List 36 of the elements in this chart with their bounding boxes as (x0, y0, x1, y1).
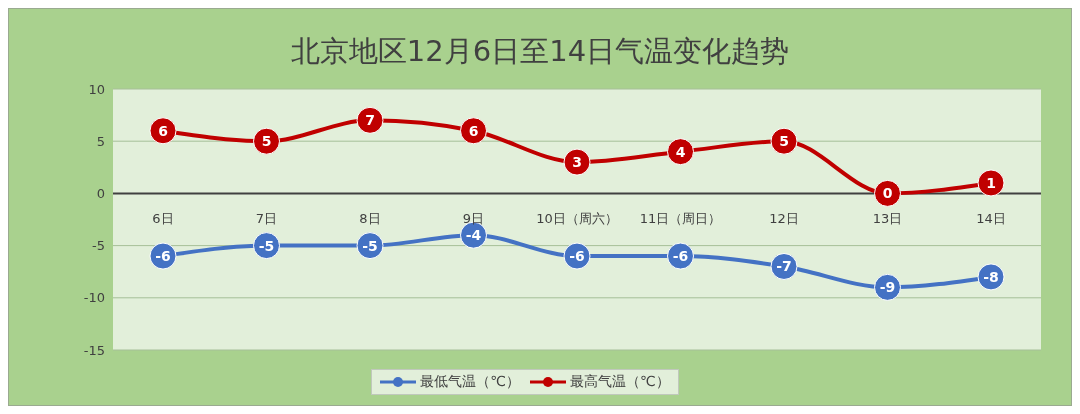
data-label: -6 (155, 248, 171, 265)
x-tick-label: 9日 (462, 211, 485, 227)
x-tick-label: 12日 (769, 211, 799, 227)
x-tick-label: 14日 (976, 211, 1006, 227)
data-label: -9 (879, 279, 896, 296)
chart-title: 北京地区12月6日至14日气温变化趋势 (289, 33, 791, 70)
data-label: -4 (465, 227, 482, 244)
y-tick-label: -15 (83, 342, 105, 358)
data-label: -5 (258, 237, 275, 254)
data-label: -7 (776, 258, 792, 275)
y-tick-label: 5 (96, 133, 105, 149)
legend-label: 最低气温（℃） (419, 373, 520, 391)
data-label: 1 (986, 174, 996, 191)
y-tick-label: 0 (96, 186, 105, 202)
x-tick-label: 13日 (872, 211, 903, 227)
data-label: 6 (158, 122, 168, 139)
data-label: -5 (362, 237, 378, 254)
legend-label: 最高气温（℃） (569, 373, 670, 391)
data-label: 0 (882, 185, 893, 202)
data-label: 7 (365, 112, 375, 129)
x-tick-label: 8日 (359, 211, 381, 227)
data-label: -6 (569, 248, 585, 265)
data-label: 5 (779, 133, 789, 150)
data-label: 5 (261, 133, 272, 150)
x-tick-label: 11日（周日） (639, 211, 722, 227)
data-label: -8 (983, 268, 999, 285)
data-label: -6 (672, 248, 689, 265)
x-tick-label: 6日 (152, 211, 174, 227)
y-tick-label: -10 (83, 290, 105, 306)
x-tick-label: 10日（周六） (536, 211, 618, 227)
data-label: 3 (572, 154, 582, 171)
data-label: 6 (468, 122, 479, 139)
y-tick-label: 10 (88, 81, 105, 97)
y-tick-label: -5 (92, 238, 105, 254)
x-tick-label: 7日 (255, 211, 278, 227)
data-label: 4 (675, 143, 686, 160)
